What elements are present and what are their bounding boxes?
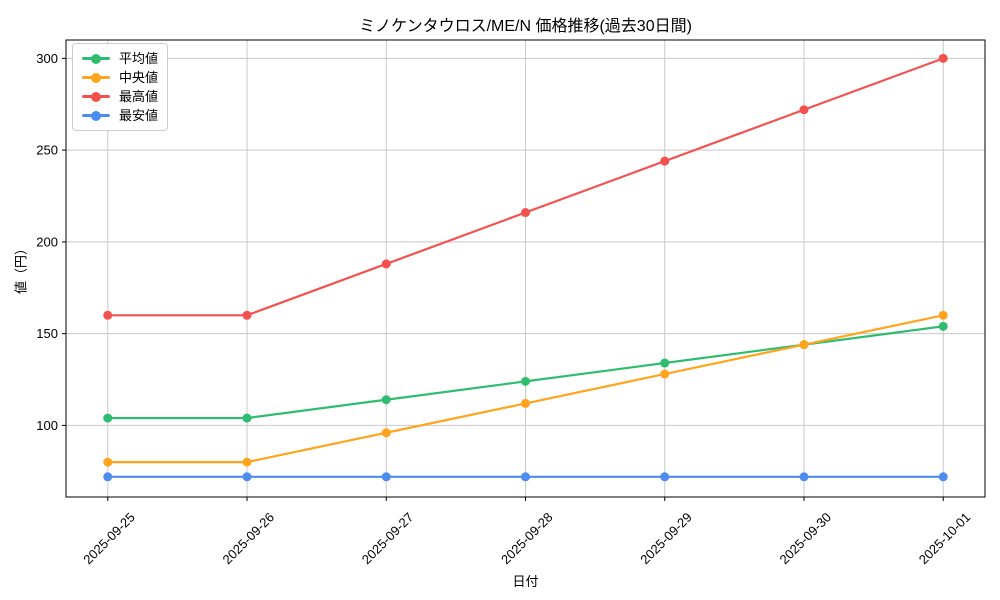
y-tick-label: 250	[36, 143, 58, 158]
data-point	[103, 413, 113, 423]
y-tick-label: 300	[36, 51, 58, 66]
legend-marker-min-icon	[82, 110, 110, 122]
x-tick-label: 2025-10-01	[916, 510, 974, 568]
legend: 平均値 中央値 最高値 最安値	[72, 43, 169, 131]
data-point	[242, 472, 252, 482]
legend-item-min: 最安値	[82, 106, 158, 125]
x-tick-label: 2025-09-27	[359, 510, 417, 568]
legend-item-average: 平均値	[82, 49, 158, 68]
data-point	[381, 472, 391, 482]
legend-marker-median-icon	[82, 72, 110, 84]
data-point	[660, 358, 670, 368]
y-tick-label: 150	[36, 326, 58, 341]
legend-item-max: 最高値	[82, 87, 158, 106]
data-point	[938, 310, 948, 320]
x-tick-label: 2025-09-29	[637, 510, 695, 568]
data-point	[660, 156, 670, 166]
legend-marker-max-icon	[82, 91, 110, 103]
data-point	[242, 457, 252, 467]
data-point	[381, 428, 391, 438]
x-tick-label: 2025-09-28	[498, 510, 556, 568]
y-tick-label: 200	[36, 234, 58, 249]
data-point	[938, 472, 948, 482]
data-point	[103, 472, 113, 482]
data-point	[799, 340, 809, 350]
x-tick-label: 2025-09-30	[776, 510, 834, 568]
data-point	[242, 310, 252, 320]
data-point	[938, 53, 948, 63]
legend-label: 中央値	[119, 70, 159, 85]
data-point	[103, 310, 113, 320]
data-point	[799, 105, 809, 115]
y-tick-label: 100	[36, 418, 58, 433]
legend-label: 最高値	[119, 89, 159, 104]
legend-marker-average-icon	[82, 53, 110, 65]
x-tick-label: 2025-09-26	[220, 510, 278, 568]
legend-label: 平均値	[119, 51, 159, 66]
data-point	[242, 413, 252, 423]
x-axis-label: 日付	[512, 574, 539, 589]
data-point	[381, 395, 391, 405]
data-point	[660, 369, 670, 379]
data-point	[521, 376, 530, 386]
data-point	[381, 259, 391, 269]
y-axis-label: 値（円）	[13, 241, 29, 295]
legend-item-median: 中央値	[82, 68, 158, 87]
data-point	[660, 472, 670, 482]
data-point	[521, 208, 530, 218]
data-point	[521, 472, 530, 482]
data-point	[521, 398, 530, 408]
data-point	[799, 472, 809, 482]
x-tick-label: 2025-09-25	[80, 510, 138, 568]
chart-title: ミノケンタウロス/ME/N 価格推移(過去30日間)	[359, 18, 692, 35]
data-point	[938, 321, 948, 331]
legend-label: 最安値	[119, 108, 159, 123]
data-point	[103, 457, 113, 467]
